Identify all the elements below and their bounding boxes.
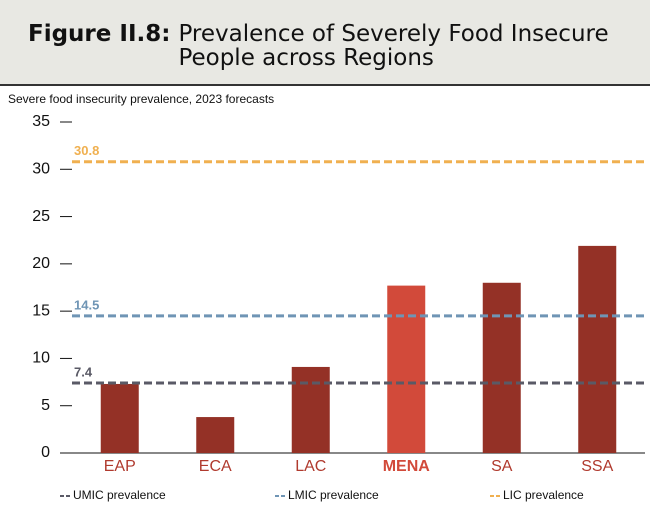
header-text: Figure II.8: Prevalence of Severely Food… — [28, 22, 628, 70]
legend-label: UMIC prevalence — [73, 488, 166, 502]
legend-label: LMIC prevalence — [288, 488, 379, 502]
y-tick-label: 20 — [32, 255, 50, 272]
x-tick-label: SSA — [581, 458, 613, 475]
chart-subtitle: Severe food insecurity prevalence, 2023 … — [8, 92, 274, 106]
reference-label: 7.4 — [74, 364, 93, 379]
y-tick-label: 0 — [41, 444, 50, 461]
bar — [387, 285, 426, 453]
chart: Severe food insecurity prevalence, 2023 … — [8, 92, 645, 502]
header: Figure II.8: Prevalence of Severely Food… — [0, 0, 650, 86]
x-tick-label: SA — [491, 458, 513, 475]
x-tick-label: LAC — [295, 458, 326, 475]
bar — [100, 383, 139, 453]
y-tick-label: 10 — [32, 350, 50, 367]
x-tick-label: ECA — [199, 458, 232, 475]
x-tick-label: MENA — [383, 458, 431, 475]
x-tick-label: EAP — [104, 458, 136, 475]
y-tick-label: 35 — [32, 113, 50, 130]
legend-label: LIC prevalence — [503, 488, 584, 502]
bar — [482, 282, 521, 453]
y-tick-label: 30 — [32, 161, 50, 178]
bar — [196, 417, 235, 453]
bar — [291, 366, 330, 453]
y-tick-label: 15 — [32, 302, 50, 319]
figure-label: Figure II.8: — [28, 21, 171, 47]
reference-label: 14.5 — [74, 297, 99, 312]
y-tick-label: 25 — [32, 208, 50, 225]
bar — [578, 245, 617, 453]
y-tick-label: 5 — [41, 397, 50, 414]
reference-label: 30.8 — [74, 143, 99, 158]
chart-title: Prevalence of Severely Food Insecure Peo… — [178, 21, 609, 71]
